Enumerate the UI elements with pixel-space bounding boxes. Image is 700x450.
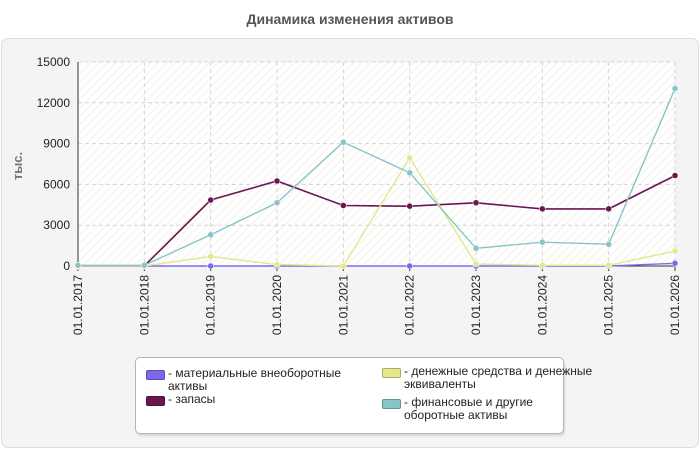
legend-swatch-inventory xyxy=(146,396,165,406)
x-tick-label: 01.01.2018 xyxy=(137,275,151,335)
x-tick-label: 01.01.2019 xyxy=(204,275,218,335)
y-tick-label: 9000 xyxy=(43,137,70,151)
data-point xyxy=(406,262,413,270)
x-tick-label: 01.01.2021 xyxy=(336,275,350,335)
data-point xyxy=(141,262,148,269)
x-tick-label: 01.01.2025 xyxy=(602,275,616,335)
legend-swatch-financial-assets xyxy=(382,399,401,409)
series-line xyxy=(78,174,676,267)
series-line xyxy=(78,156,676,267)
x-tick-label: 01.01.2017 xyxy=(71,275,85,335)
y-axis-label: тыс. xyxy=(10,152,25,180)
data-point xyxy=(406,154,413,162)
data-point xyxy=(539,205,546,213)
data-point xyxy=(472,260,480,268)
data-point xyxy=(671,85,679,92)
series-lines xyxy=(74,85,679,270)
x-tick-label: 01.01.2026 xyxy=(668,275,682,335)
legend: - материальные внеоборотные активы - зап… xyxy=(135,357,592,434)
data-point xyxy=(539,262,546,269)
data-point xyxy=(273,199,281,207)
data-point xyxy=(605,262,612,269)
x-tick-label: 01.01.2020 xyxy=(270,275,284,335)
data-point xyxy=(74,262,82,269)
x-tick-label: 01.01.2024 xyxy=(535,275,549,335)
data-point xyxy=(472,245,480,252)
legend-label: - денежные средства и денежные эквивален… xyxy=(404,364,593,391)
chart-title: Динамика изменения активов xyxy=(246,11,454,27)
legend-label: - материальные внеоборотные активы xyxy=(168,366,341,393)
data-point xyxy=(273,177,281,185)
legend-swatch-material-assets xyxy=(146,370,165,380)
axes: 0 3000 6000 9000 12000 15000 01.01.2017 01.01.2… xyxy=(37,55,682,335)
data-point xyxy=(207,196,214,204)
plot-area xyxy=(78,62,675,266)
legend-label: - запасы xyxy=(168,392,216,406)
data-point xyxy=(406,202,413,210)
series-line xyxy=(78,88,676,266)
legend-label: - финансовые и другие оборотные активы xyxy=(404,395,533,422)
data-point xyxy=(207,262,214,270)
data-point xyxy=(605,205,612,213)
data-point xyxy=(671,247,679,255)
y-tick-label: 15000 xyxy=(37,55,71,69)
y-tick-label: 0 xyxy=(63,259,70,273)
data-point xyxy=(472,199,480,207)
data-point xyxy=(605,240,612,248)
legend-swatch-cash xyxy=(382,368,401,378)
data-point xyxy=(207,253,214,260)
x-tick-label: 01.01.2023 xyxy=(469,275,483,335)
x-tick-label: 01.01.2022 xyxy=(403,275,417,335)
data-point xyxy=(340,202,347,209)
data-point xyxy=(207,231,214,238)
y-tick-label: 3000 xyxy=(43,218,70,232)
data-point xyxy=(671,172,679,179)
data-point xyxy=(671,260,679,267)
data-point xyxy=(340,262,347,270)
data-point xyxy=(340,138,347,146)
data-point xyxy=(406,169,413,177)
series-line xyxy=(78,262,676,267)
y-tick-label: 12000 xyxy=(37,96,71,110)
data-point xyxy=(273,261,281,268)
y-tick-label: 6000 xyxy=(43,177,70,191)
data-point xyxy=(539,238,546,246)
